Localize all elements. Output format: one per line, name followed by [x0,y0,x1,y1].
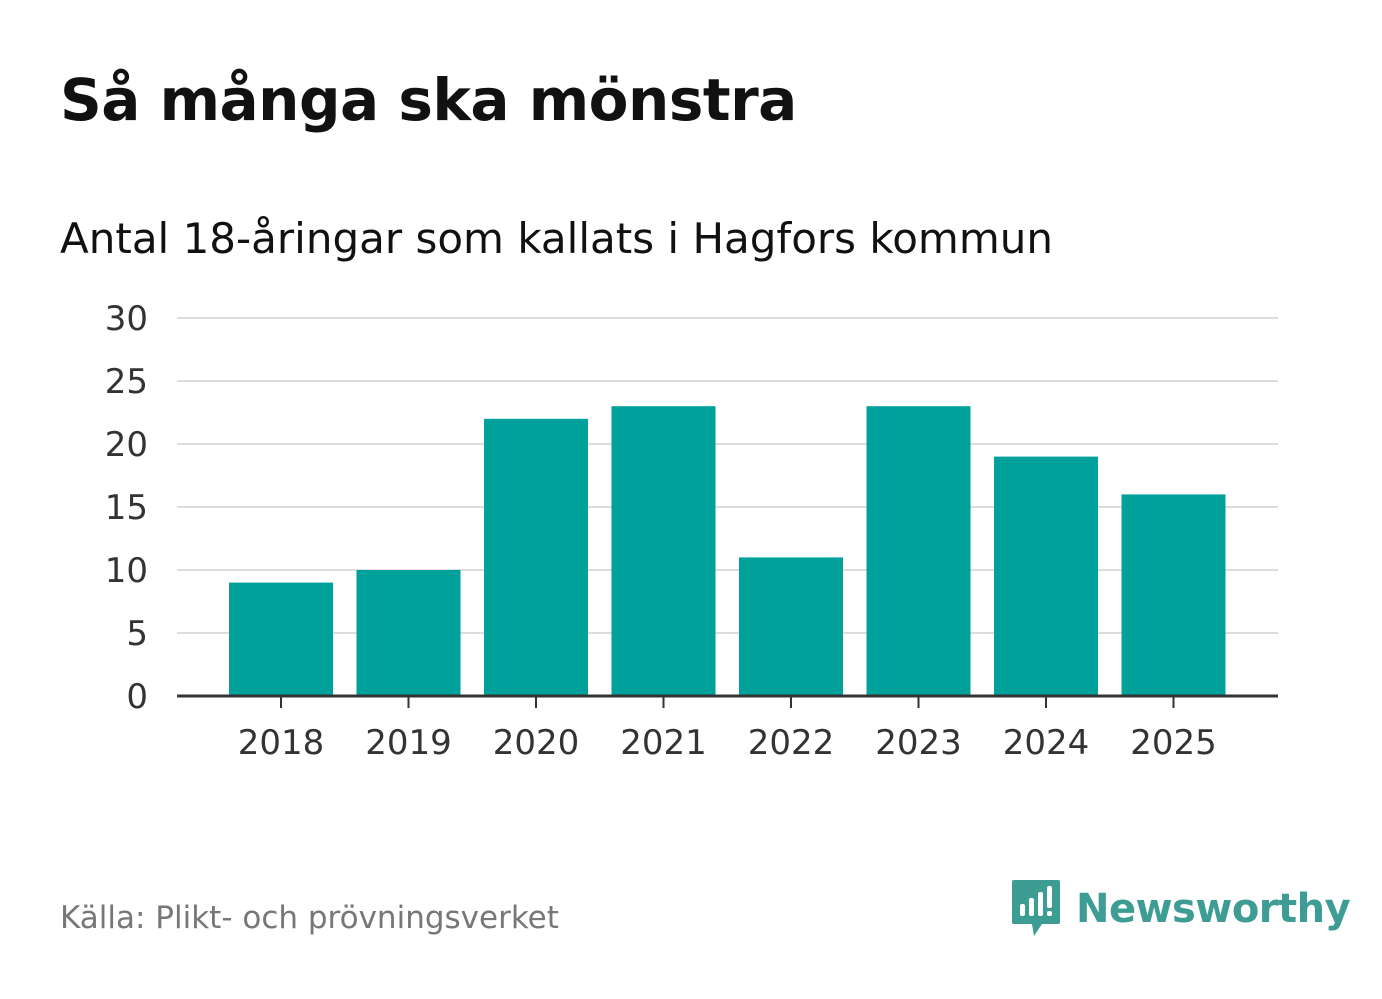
x-tick-label: 2019 [365,723,452,763]
chart-title: Så många ska mönstra [60,66,797,134]
y-tick-label: 15 [105,488,148,528]
bar-2022 [739,557,843,696]
bar-2021 [611,406,716,696]
x-tick-label: 2020 [493,723,580,763]
source-note: Källa: Plikt- och prövningsverket [60,900,559,936]
y-tick-label: 20 [105,425,148,465]
y-tick-label: 25 [105,362,148,402]
y-tick-label: 5 [126,614,148,654]
y-tick-label: 30 [105,299,148,339]
x-tick-label: 2024 [1003,723,1090,763]
bar-2025 [1121,494,1226,696]
chart-subtitle: Antal 18-åringar som kallats i Hagfors k… [60,214,1053,263]
x-axis: 2018 2019 2020 2021 2022 2023 2024 2025 [177,694,1278,763]
y-axis-ticks: 0 5 10 15 20 25 30 [105,299,148,717]
y-tick-label: 10 [105,551,148,591]
bar-2024 [994,456,1098,696]
x-tick-label: 2025 [1130,723,1217,763]
grid-lines [177,317,1278,634]
brand-name: Newsworthy [1076,886,1351,932]
x-tick-label: 2021 [620,723,707,763]
bar-2020 [484,418,588,696]
bar-2019 [356,570,461,696]
x-tick-label: 2023 [875,723,962,763]
bar-2023 [866,406,971,696]
newsworthy-logo[interactable]: Newsworthy [1010,878,1351,940]
y-tick-label: 0 [126,677,148,717]
x-tick-label: 2018 [238,723,325,763]
newsworthy-logo-icon [1012,880,1060,936]
bar-2018 [229,582,333,696]
bars [229,406,1226,696]
x-tick-label: 2022 [748,723,835,763]
